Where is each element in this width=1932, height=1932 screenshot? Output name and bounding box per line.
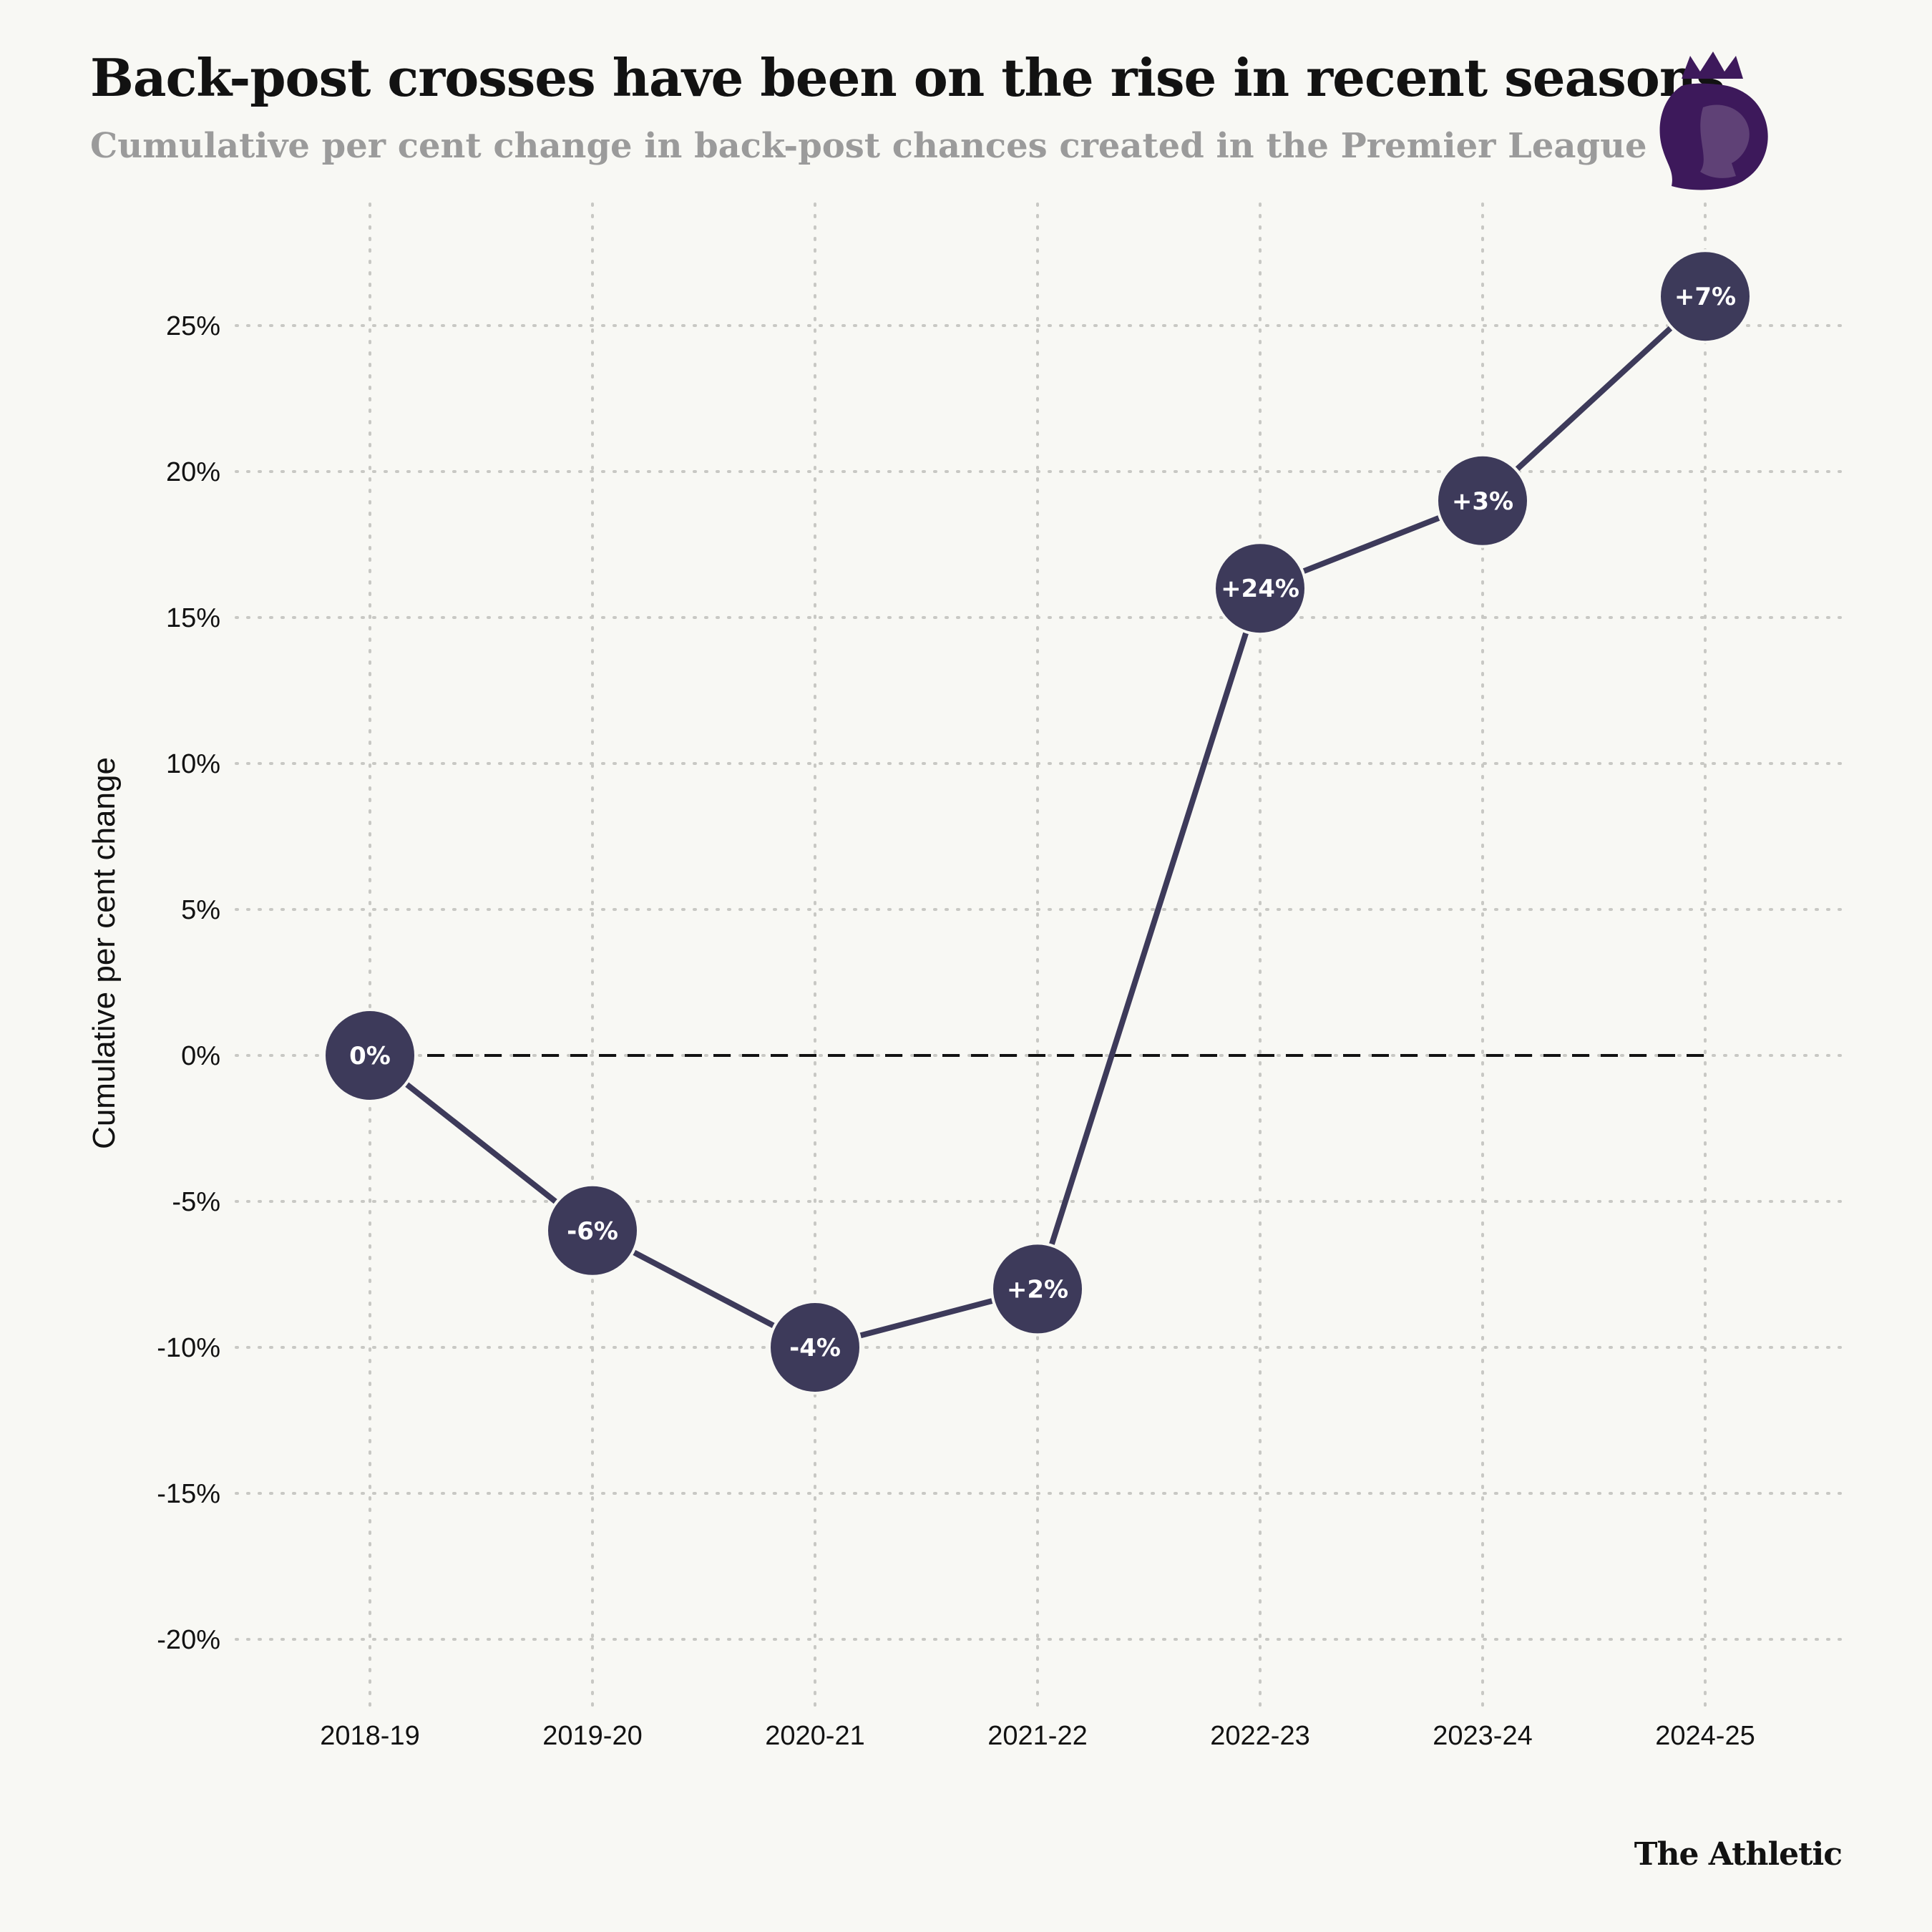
data-point-label: +24% [1221,575,1299,603]
data-point-marker [993,1244,1082,1334]
y-tick-label: -15% [157,1479,220,1509]
data-point-marker [1216,544,1304,633]
data-point: +3% [1435,453,1530,548]
gridlines [235,203,1844,1708]
lion-face-icon [1700,104,1750,178]
data-point: +7% [1658,249,1752,344]
y-tick-label: 15% [166,603,220,633]
x-tick-label: 2021-22 [987,1721,1087,1751]
data-point-label: -4% [789,1334,841,1362]
crown-icon [1682,52,1743,79]
y-tick-label: 5% [181,895,220,925]
y-axis-label: Cumulative per cent change [87,757,122,1149]
data-point-label: +2% [1007,1275,1068,1304]
y-tick-label: 10% [166,749,220,779]
x-tick-label: 2019-20 [542,1721,642,1751]
data-point: +24% [1213,541,1307,636]
data-point-label: -6% [567,1217,618,1246]
y-tick-label: 0% [181,1041,220,1071]
data-point-marker [326,1011,414,1100]
data-point-marker [548,1186,637,1275]
data-point: +2% [990,1241,1085,1337]
data-point-marker [1661,252,1750,341]
y-tick-label: -10% [157,1333,220,1363]
data-point-label: +7% [1674,283,1736,311]
chart-title: Back-post crosses have been on the rise … [90,47,1725,108]
y-axis: 25% 20% 15% 10% 5% 0% -5% -10% -15% -20% [157,311,220,1655]
data-points: 0% -6% -4% +2% +24% +3% +7% [323,249,1752,1395]
x-tick-label: 2023-24 [1433,1721,1532,1751]
x-tick-label: 2024-25 [1655,1721,1755,1751]
y-tick-label: -5% [172,1187,220,1217]
x-axis: 2018-19 2019-20 2020-21 2021-22 2022-23 2023-… [320,1721,1755,1751]
chart-subtitle: Cumulative per cent change in back-post … [90,126,1647,166]
lion-head-icon [1659,83,1768,190]
brand-logo: The Athletic [1634,1836,1843,1873]
data-point-marker [1438,456,1527,545]
x-tick-label: 2020-21 [765,1721,864,1751]
data-point: -6% [545,1183,640,1278]
x-tick-label: 2022-23 [1210,1721,1309,1751]
premier-league-lion-icon [1659,52,1768,190]
data-point: 0% [323,1008,417,1103]
data-point-label: 0% [349,1042,391,1070]
x-tick-label: 2018-19 [320,1721,419,1751]
y-tick-label: 20% [166,457,220,487]
data-point-label: +3% [1452,487,1513,516]
y-tick-label: 25% [166,311,220,341]
y-tick-label: -20% [157,1625,220,1655]
data-point: -4% [768,1300,862,1395]
data-point-marker [771,1303,859,1392]
